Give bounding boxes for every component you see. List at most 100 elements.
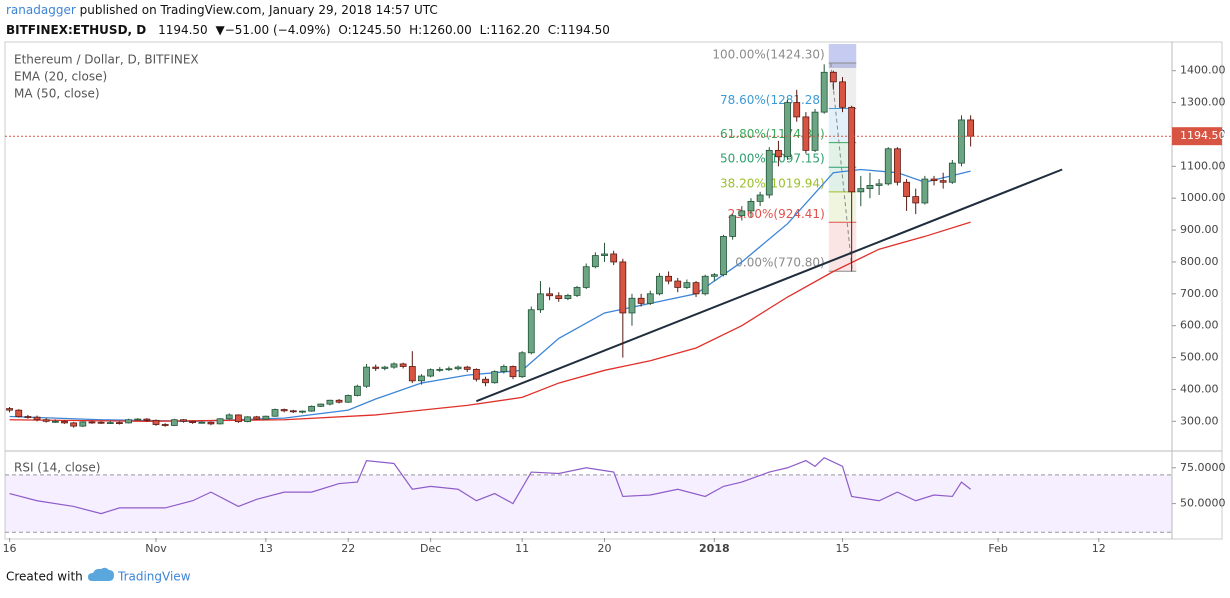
candle-body bbox=[747, 200, 755, 212]
candle-body bbox=[811, 111, 819, 151]
candle-body bbox=[61, 420, 68, 424]
candle-body bbox=[454, 366, 462, 370]
candle-body bbox=[482, 378, 489, 384]
trendline bbox=[476, 168, 1063, 403]
y-tick-label: 500.00 bbox=[1180, 351, 1219, 364]
candle-body bbox=[244, 416, 251, 423]
candle-body bbox=[610, 253, 618, 263]
chart-frame bbox=[4, 41, 1223, 540]
y-tick-label: 700.00 bbox=[1180, 287, 1219, 300]
y-tick-label: 1400.00 bbox=[1180, 64, 1226, 77]
x-tick-label: 11 bbox=[515, 542, 529, 555]
last-price-box bbox=[1172, 127, 1222, 146]
candle-body bbox=[353, 385, 361, 396]
candle-body bbox=[70, 422, 78, 427]
candle-body bbox=[317, 403, 325, 407]
price: 1194.50 bbox=[158, 23, 208, 37]
tradingview-logo[interactable] bbox=[88, 567, 114, 581]
author[interactable]: ranadagger bbox=[6, 3, 76, 17]
candle-body bbox=[591, 255, 599, 268]
y-tick-label: 300.00 bbox=[1180, 414, 1219, 427]
candle-body bbox=[839, 81, 846, 108]
candle-body bbox=[637, 297, 645, 304]
x-tick-label: Dec bbox=[420, 542, 441, 555]
candle-body bbox=[418, 375, 425, 382]
candle-body bbox=[170, 419, 178, 426]
candle-body bbox=[125, 419, 132, 424]
low: L:1162.20 bbox=[480, 23, 540, 37]
candle-body bbox=[573, 287, 581, 296]
candle-body bbox=[381, 366, 389, 369]
symbol: BITFINEX:ETHUSD, D bbox=[6, 23, 146, 37]
main-pane: 100.00%(1424.30) 78.60%(1281.28) 61.80%(11… bbox=[6, 44, 1063, 428]
candle-body bbox=[363, 366, 370, 387]
rsi-label: RSI (14, close) bbox=[14, 461, 100, 475]
candle-body bbox=[79, 421, 87, 427]
candle-body bbox=[948, 162, 956, 183]
candle-body bbox=[537, 293, 544, 311]
candle-body bbox=[820, 71, 828, 113]
candle-body bbox=[656, 275, 663, 295]
candle-body bbox=[903, 181, 910, 197]
candle-body bbox=[756, 194, 764, 202]
y-tick-label: 400.00 bbox=[1180, 382, 1219, 395]
x-tick-label: 20 bbox=[598, 542, 612, 555]
y-tick-label: 1300.00 bbox=[1180, 96, 1226, 109]
high: H:1260.00 bbox=[409, 23, 472, 37]
candle-body bbox=[161, 424, 169, 426]
candle-body bbox=[582, 266, 590, 288]
candle-body bbox=[509, 366, 517, 378]
candle-body bbox=[784, 102, 791, 158]
candle-body bbox=[335, 399, 343, 403]
x-tick-label: 16 bbox=[3, 542, 17, 555]
candle-body bbox=[912, 196, 920, 204]
candle-body bbox=[775, 149, 782, 158]
candle-body bbox=[967, 119, 975, 137]
x-tick-label: 15 bbox=[835, 542, 849, 555]
candle-body bbox=[436, 368, 444, 371]
x-tick-label: 22 bbox=[341, 542, 355, 555]
candle-body bbox=[88, 421, 96, 424]
published: published on TradingView.com, January 29… bbox=[80, 3, 438, 17]
y-tick-label: 800.00 bbox=[1180, 255, 1219, 268]
candle-body bbox=[555, 295, 563, 299]
candle-body bbox=[894, 148, 901, 183]
candle-body bbox=[116, 422, 123, 424]
footer-brand[interactable]: TradingView bbox=[117, 570, 191, 584]
rsi-tick-label: 75.0000 bbox=[1180, 461, 1226, 474]
candle-body bbox=[207, 421, 215, 425]
candle-body bbox=[97, 421, 105, 424]
x-tick-label: 13 bbox=[259, 542, 273, 555]
candle-body bbox=[720, 236, 727, 276]
candle-body bbox=[24, 416, 32, 418]
candle-body bbox=[271, 409, 279, 417]
change: ▼−51.00 (−4.09%) bbox=[216, 23, 331, 37]
candle-body bbox=[619, 261, 627, 314]
candle-body bbox=[958, 119, 965, 164]
candle-body bbox=[646, 293, 654, 304]
candle-body bbox=[280, 409, 288, 412]
candle-body bbox=[15, 409, 23, 417]
candle-body bbox=[875, 183, 883, 186]
rsi-line bbox=[9, 457, 972, 515]
candle-body bbox=[152, 419, 160, 425]
candle-body bbox=[289, 410, 297, 413]
rsi-tick-label: 50.0000 bbox=[1180, 497, 1226, 510]
candle-body bbox=[793, 102, 801, 118]
plot: 100.00%(1424.30) 78.60%(1281.28) 61.80%(11… bbox=[3, 44, 1226, 555]
candle-body bbox=[445, 368, 453, 371]
footer-text: Created with bbox=[6, 570, 83, 584]
candle-body bbox=[710, 274, 718, 277]
candle-body bbox=[491, 371, 499, 384]
candle-body bbox=[299, 410, 306, 413]
header-line: ranadagger published on TradingView.com,… bbox=[6, 3, 438, 17]
candle-body bbox=[372, 366, 380, 369]
indicator-line bbox=[9, 168, 971, 422]
candle-body bbox=[216, 418, 224, 425]
candle-body bbox=[848, 106, 856, 193]
x-tick-label: Feb bbox=[988, 542, 1007, 555]
candle-body bbox=[189, 420, 197, 423]
candle-body bbox=[857, 188, 865, 193]
candle-body bbox=[692, 282, 700, 295]
